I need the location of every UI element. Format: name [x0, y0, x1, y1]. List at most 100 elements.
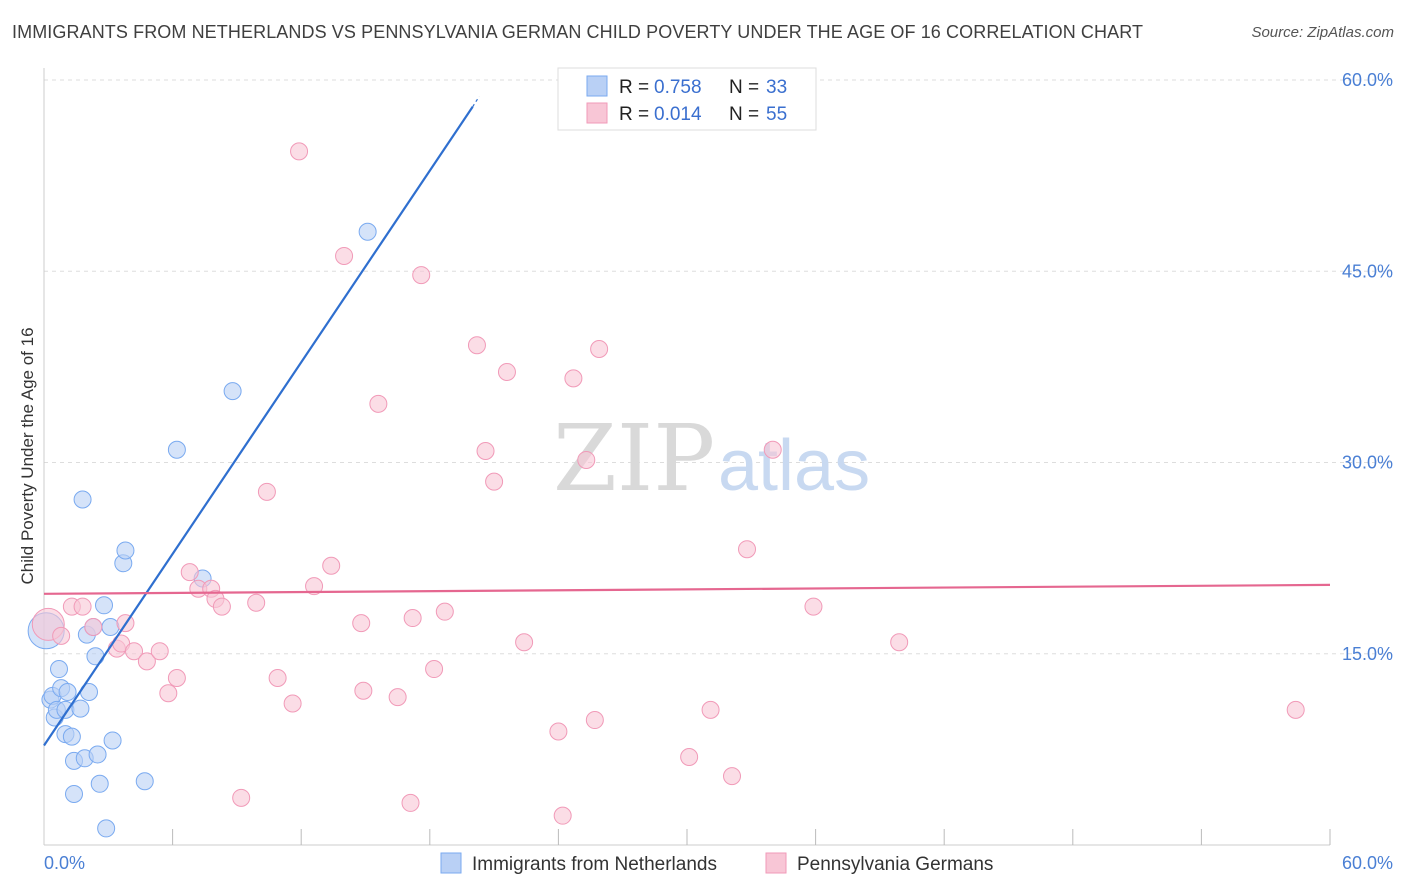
series-legend-label-netherlands: Immigrants from Netherlands — [472, 854, 717, 875]
point-netherlands — [62, 727, 81, 746]
legend-n-value-1: 33 — [766, 77, 787, 98]
point-netherlands — [86, 647, 105, 666]
y-tick-label: 45.0% — [1342, 261, 1393, 281]
point-pa-germans — [212, 597, 231, 616]
point-netherlands — [58, 683, 77, 701]
point-netherlands — [101, 617, 120, 636]
source-credit: Source: ZipAtlas.com — [1251, 24, 1394, 41]
point-netherlands — [73, 490, 92, 509]
point-pa-germans — [322, 556, 341, 575]
stats-legend: R = 0.758 N = 33 R = 0.014 N = 55 — [557, 67, 817, 131]
point-netherlands — [358, 222, 377, 241]
point-pa-germans — [167, 668, 186, 687]
point-pa-germans — [590, 340, 609, 359]
legend-r-label-1: R = — [619, 77, 649, 98]
legend-swatch-pa-germans — [586, 102, 608, 124]
trendline-pa-germans — [43, 583, 1331, 595]
point-netherlands — [116, 541, 135, 560]
point-pa-germans — [476, 442, 495, 461]
point-pa-germans — [435, 602, 454, 621]
point-netherlands — [103, 731, 122, 750]
point-pa-germans — [352, 614, 371, 633]
point-pa-germans — [553, 806, 572, 825]
watermark: ZIP atlas — [553, 405, 870, 512]
trendline-netherlands — [43, 106, 474, 747]
point-pa-germans — [763, 440, 782, 459]
point-netherlands — [71, 699, 90, 718]
point-netherlands — [223, 382, 242, 401]
point-pa-germans — [564, 369, 583, 388]
legend-n-value-2: 55 — [766, 104, 787, 125]
point-pa-germans — [247, 593, 266, 612]
point-pa-germans — [268, 668, 287, 687]
legend-n-label-2: N = — [729, 104, 759, 125]
y-tick-labels: 15.0% 30.0% 45.0% 60.0% — [1342, 70, 1393, 664]
x-tick-label-min: 0.0% — [44, 853, 85, 873]
point-pa-germans — [890, 633, 909, 652]
point-pa-germans — [401, 793, 420, 812]
y-axis-label: Child Poverty Under the Age of 16 — [18, 327, 37, 584]
y-tick-label: 60.0% — [1342, 70, 1393, 90]
data-points — [27, 142, 1305, 838]
legend-r-value-1: 0.758 — [654, 77, 702, 98]
point-pa-germans — [723, 767, 742, 786]
point-netherlands — [50, 660, 69, 679]
point-pa-germans — [403, 609, 422, 628]
point-pa-germans — [412, 266, 431, 285]
point-netherlands — [135, 772, 154, 791]
watermark-atlas: atlas — [718, 426, 870, 506]
gridlines — [44, 79, 1395, 655]
y-tick-label: 15.0% — [1342, 644, 1393, 664]
point-pa-germans — [485, 472, 504, 491]
point-pa-germans — [283, 694, 302, 713]
point-pa-germans — [577, 450, 596, 469]
point-pa-germans — [497, 362, 516, 381]
point-pa-germans — [680, 748, 699, 767]
point-pa-germans — [425, 660, 444, 679]
watermark-zip: ZIP — [553, 405, 715, 512]
point-pa-germans — [180, 563, 199, 582]
legend-r-label-2: R = — [619, 104, 649, 125]
point-pa-germans — [804, 597, 823, 616]
point-pa-germans — [159, 684, 178, 703]
point-pa-germans — [354, 681, 373, 700]
legend-n-label-1: N = — [729, 77, 759, 98]
point-pa-germans — [388, 688, 407, 707]
point-pa-germans — [369, 394, 388, 413]
point-pa-germans — [549, 722, 568, 741]
x-tick-label-max: 60.0% — [1342, 853, 1393, 873]
series-legend-label-pa-germans: Pennsylvania Germans — [797, 854, 993, 875]
point-pa-germans — [290, 142, 309, 161]
point-netherlands — [65, 785, 84, 803]
trendline-netherlands-extension — [472, 96, 480, 108]
point-netherlands — [95, 596, 114, 615]
legend-swatch-netherlands — [586, 75, 608, 97]
x-ticks — [172, 829, 1331, 845]
point-netherlands — [97, 819, 116, 838]
point-pa-germans — [467, 336, 486, 355]
trend-lines — [43, 96, 1331, 747]
y-tick-label: 30.0% — [1342, 453, 1393, 473]
point-pa-germans — [585, 711, 604, 730]
point-pa-germans — [137, 652, 156, 671]
point-pa-germans — [335, 246, 354, 265]
point-netherlands — [90, 774, 109, 793]
point-pa-germans — [738, 540, 757, 559]
point-pa-germans — [84, 617, 103, 636]
point-netherlands — [167, 440, 186, 459]
point-pa-germans — [515, 633, 534, 652]
point-pa-germans — [305, 577, 324, 596]
point-pa-germans — [232, 788, 251, 807]
chart-title: IMMIGRANTS FROM NETHERLANDS VS PENNSYLVA… — [12, 22, 1144, 42]
point-pa-germans — [701, 700, 720, 719]
series-legend-swatch-netherlands — [440, 852, 462, 874]
series-legend: Immigrants from Netherlands Pennsylvania… — [440, 852, 993, 875]
legend-r-value-2: 0.014 — [654, 104, 702, 125]
point-netherlands — [88, 745, 107, 764]
point-pa-germans — [52, 626, 71, 645]
point-pa-germans — [125, 642, 144, 661]
series-legend-swatch-pa-germans — [765, 852, 787, 874]
point-pa-germans — [73, 597, 92, 616]
point-pa-germans — [1286, 700, 1305, 719]
